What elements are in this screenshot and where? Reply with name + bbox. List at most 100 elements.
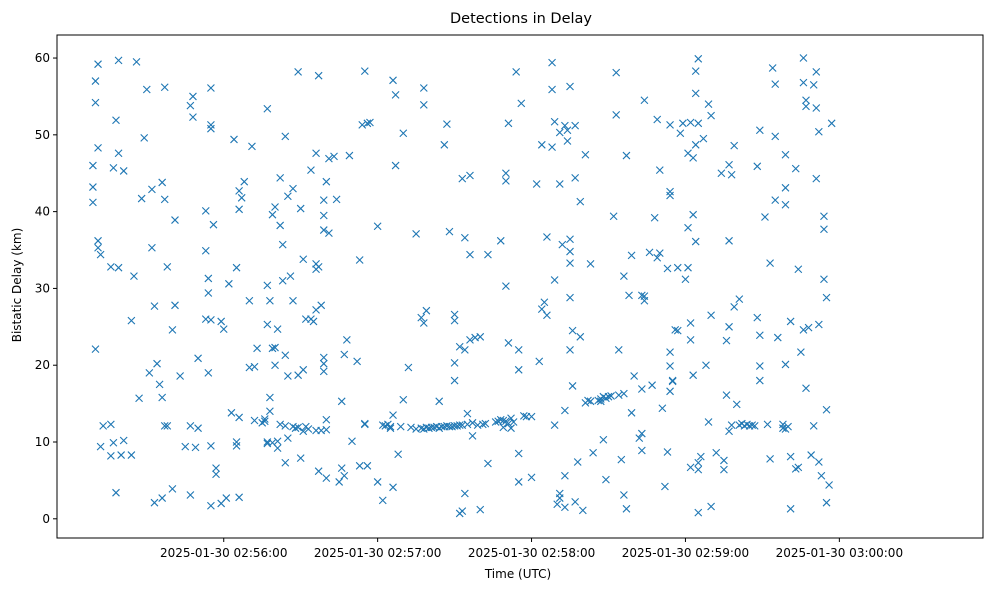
data-point-marker	[684, 263, 692, 272]
data-point-marker	[609, 212, 618, 221]
data-point-marker	[94, 143, 102, 152]
data-point-marker	[304, 425, 313, 433]
data-point-marker	[455, 421, 464, 430]
data-point-marker	[599, 435, 608, 444]
data-point-marker	[319, 226, 328, 234]
data-point-marker	[219, 325, 228, 334]
data-point-marker	[802, 102, 810, 111]
data-point-marker	[548, 143, 556, 152]
data-point-marker	[755, 331, 764, 340]
data-point-marker	[678, 119, 687, 128]
data-point-marker	[268, 344, 277, 353]
data-point-marker	[142, 85, 151, 94]
data-point-marker	[407, 423, 415, 432]
data-point-marker	[289, 184, 297, 193]
data-point-marker	[794, 265, 803, 274]
data-point-marker	[750, 421, 759, 430]
data-point-marker	[281, 458, 290, 467]
y-tick-label: 40	[35, 205, 50, 219]
data-point-marker	[699, 134, 708, 143]
data-point-marker	[96, 442, 105, 451]
data-point-marker	[753, 162, 762, 171]
data-point-marker	[784, 422, 792, 431]
data-point-marker	[686, 335, 695, 344]
data-point-marker	[201, 206, 210, 215]
data-point-marker	[514, 449, 523, 458]
data-point-marker	[612, 68, 621, 77]
data-point-marker	[355, 461, 364, 470]
data-point-marker	[648, 381, 656, 390]
data-point-marker	[276, 173, 285, 182]
data-point-marker	[622, 151, 631, 160]
data-point-marker	[550, 276, 559, 284]
data-point-marker	[278, 276, 287, 285]
data-point-marker	[802, 384, 810, 393]
data-point-marker	[314, 71, 323, 80]
data-point-marker	[106, 420, 115, 429]
data-point-marker	[640, 292, 649, 300]
data-point-marker	[561, 121, 569, 130]
data-point-marker	[260, 417, 269, 426]
data-point-marker	[322, 425, 331, 434]
data-point-marker	[502, 282, 510, 291]
data-point-marker	[342, 335, 351, 344]
data-point-marker	[319, 211, 328, 220]
data-point-marker	[271, 361, 279, 370]
data-point-marker	[278, 240, 287, 249]
data-point-marker	[348, 437, 356, 446]
data-point-marker	[820, 225, 828, 234]
data-point-marker	[109, 438, 118, 447]
data-point-marker	[283, 192, 292, 201]
data-point-marker	[786, 317, 795, 326]
data-point-marker	[637, 291, 646, 300]
data-point-marker	[517, 99, 526, 108]
data-point-marker	[527, 473, 536, 482]
data-point-marker	[637, 385, 646, 393]
data-point-marker	[812, 67, 821, 76]
data-point-marker	[468, 431, 477, 440]
data-point-marker	[484, 250, 492, 259]
data-point-marker	[181, 442, 190, 451]
data-point-marker	[217, 317, 226, 326]
data-point-marker	[237, 193, 246, 202]
data-point-marker	[691, 237, 700, 246]
data-point-marker	[537, 140, 546, 149]
data-point-marker	[614, 391, 623, 400]
data-point-marker	[230, 135, 238, 144]
data-point-marker	[589, 448, 597, 457]
data-point-marker	[550, 421, 559, 430]
data-point-marker	[224, 279, 233, 288]
data-point-marker	[584, 396, 592, 405]
data-point-marker	[114, 56, 123, 65]
data-point-marker	[140, 134, 149, 142]
data-point-marker	[619, 272, 628, 281]
data-point-marker	[694, 458, 703, 467]
data-point-marker	[555, 128, 564, 137]
data-point-marker	[281, 132, 290, 141]
data-point-marker	[399, 129, 408, 138]
data-point-marker	[460, 345, 469, 354]
data-point-marker	[673, 326, 682, 335]
data-point-marker	[627, 408, 636, 417]
data-point-marker	[158, 393, 167, 402]
data-point-marker	[761, 213, 769, 221]
y-axis: 0 10 20 30 40 50 60	[35, 51, 57, 526]
data-point-marker	[476, 505, 485, 514]
data-point-marker	[781, 150, 790, 159]
data-point-marker	[445, 227, 454, 236]
data-point-marker	[771, 196, 780, 204]
data-point-marker	[694, 465, 703, 474]
data-point-marker	[153, 359, 161, 368]
y-tick-label: 20	[35, 358, 50, 372]
data-point-marker	[96, 250, 105, 259]
data-point-marker	[283, 434, 292, 443]
data-point-marker	[655, 166, 664, 175]
data-point-marker	[561, 471, 569, 480]
data-point-marker	[581, 150, 590, 159]
data-point-marker	[389, 411, 397, 420]
data-point-marker	[106, 451, 115, 460]
data-point-marker	[786, 452, 795, 461]
data-point-marker	[694, 508, 703, 517]
data-point-marker	[668, 377, 677, 386]
data-point-marker	[481, 419, 490, 428]
